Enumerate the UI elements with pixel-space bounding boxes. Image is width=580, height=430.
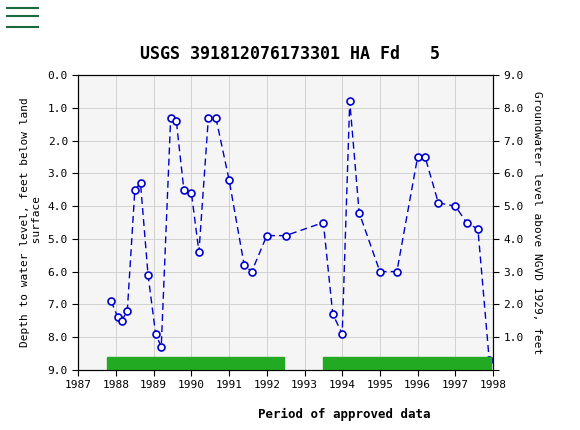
Y-axis label: Depth to water level, feet below land
 surface: Depth to water level, feet below land su… (20, 98, 42, 347)
Y-axis label: Groundwater level above NGVD 1929, feet: Groundwater level above NGVD 1929, feet (532, 91, 542, 354)
Text: USGS: USGS (44, 12, 99, 29)
Bar (107, 357, 284, 370)
Bar (324, 357, 491, 370)
Text: USGS 391812076173301 HA Fd   5: USGS 391812076173301 HA Fd 5 (140, 45, 440, 63)
Text: Period of approved data: Period of approved data (258, 408, 430, 421)
Bar (5, 3, 41, 37)
